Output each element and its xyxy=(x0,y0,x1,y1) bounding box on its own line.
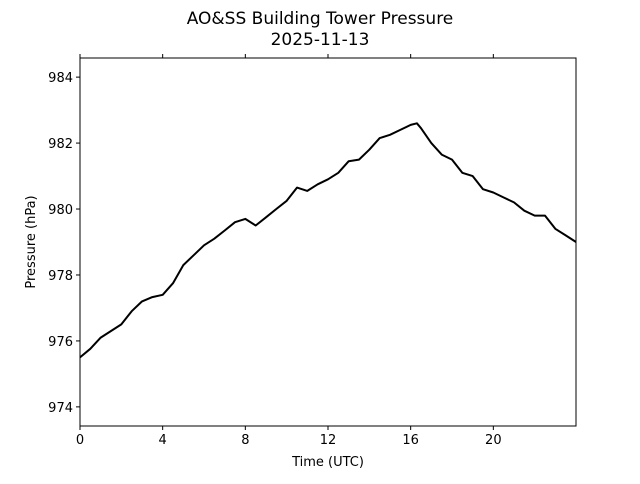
y-axis-label: Pressure (hPa) xyxy=(24,195,39,288)
chart-subtitle: 2025-11-13 xyxy=(271,30,370,50)
x-tick-label: 8 xyxy=(241,433,249,448)
x-tick-label: 12 xyxy=(320,433,337,448)
x-tick-label: 0 xyxy=(76,433,84,448)
y-tick-label: 982 xyxy=(48,137,73,152)
x-tick-label: 4 xyxy=(159,433,167,448)
y-tick-label: 976 xyxy=(48,335,73,350)
x-tick-label: 20 xyxy=(485,433,502,448)
x-tick-label: 16 xyxy=(402,433,419,448)
y-tick-label: 974 xyxy=(48,401,73,416)
pressure-series-line xyxy=(79,122,577,359)
y-tick-label: 984 xyxy=(48,71,73,86)
plot-frame xyxy=(79,57,577,427)
x-axis-label: Time (UTC) xyxy=(291,455,364,470)
y-tick-label: 980 xyxy=(48,203,73,218)
y-tick-label: 978 xyxy=(48,269,73,284)
chart-title: AO&SS Building Tower Pressure xyxy=(187,9,454,29)
